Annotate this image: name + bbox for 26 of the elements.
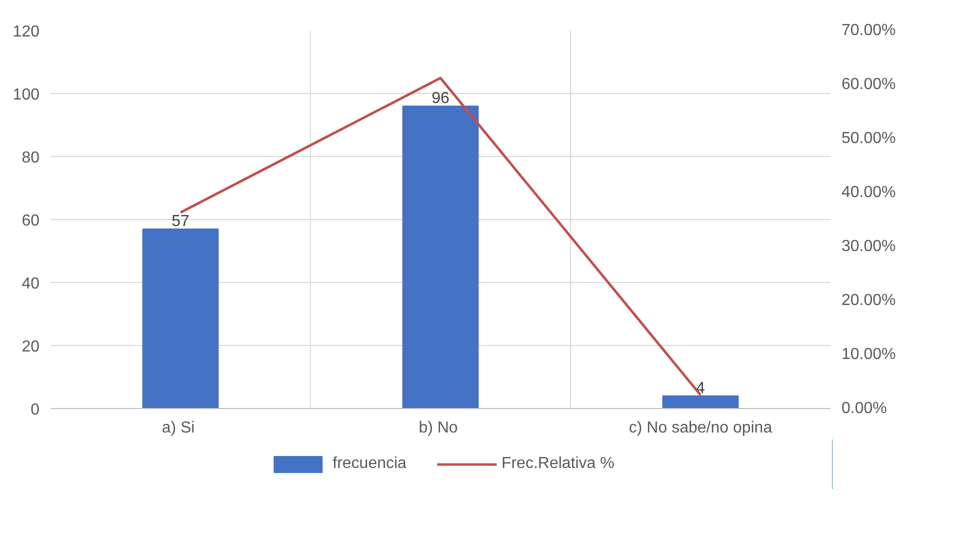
y2-tick-label: 70.00% (842, 22, 896, 39)
bar (662, 395, 739, 408)
data-label: 57 (172, 212, 190, 230)
bar (142, 228, 219, 408)
y-tick-label: 60 (22, 212, 40, 230)
y2-tick-label: 0.00% (842, 400, 887, 417)
y2-tick-label: 20.00% (842, 292, 896, 309)
y2-tick-label: 30.00% (842, 238, 896, 255)
x-tick-label: a) Si (162, 420, 195, 436)
y2-tick-label: 40.00% (842, 184, 896, 201)
y-tick-label: 0 (30, 402, 40, 418)
data-label: 4 (696, 380, 706, 397)
legend-label: Frec.Relativa % (501, 455, 614, 473)
y-tick-label: 120 (12, 24, 40, 40)
y2-tick-label: 50.00% (842, 130, 896, 147)
y2-tick-label: 10.00% (842, 346, 896, 363)
legend-label: frecuencia (332, 455, 406, 473)
y-tick-label: 20 (22, 338, 40, 356)
y-tick-label: 40 (22, 276, 40, 292)
x-tick-label: c) No sabe/no opina (628, 420, 772, 436)
y-tick-label: 80 (22, 150, 40, 166)
data-label: 96 (432, 90, 450, 108)
bar (402, 106, 479, 408)
x-tick-label: b) No (418, 420, 458, 436)
y-tick-label: 100 (12, 86, 40, 104)
y2-tick-label: 60.00% (842, 76, 896, 93)
